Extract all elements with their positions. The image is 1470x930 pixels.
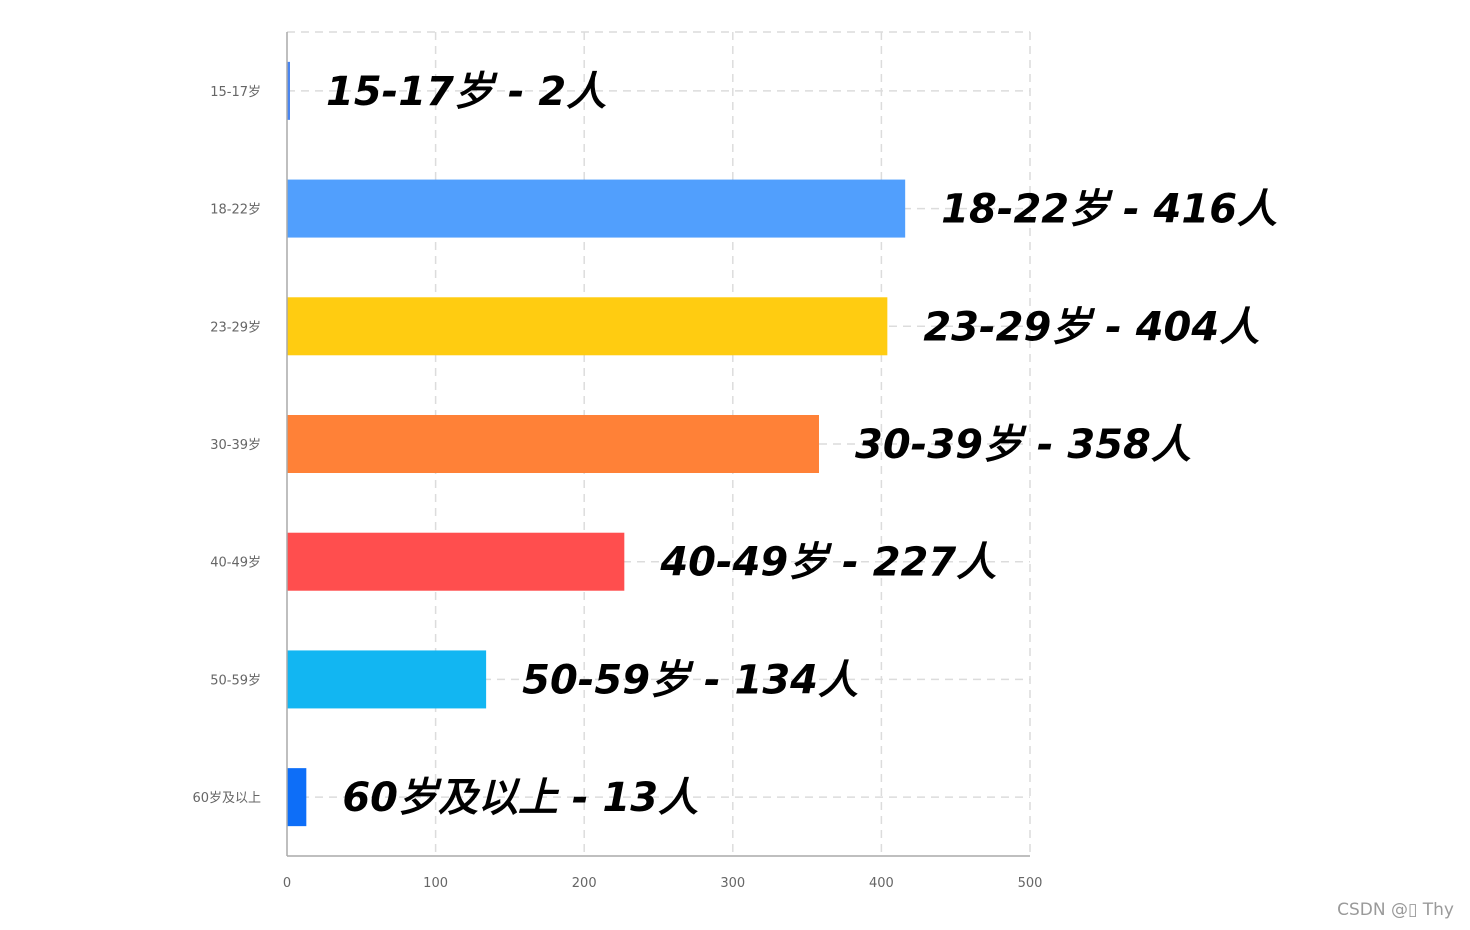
bar-30-39岁: [287, 415, 819, 473]
category-label-40-49岁: 40-49岁: [210, 556, 261, 571]
category-label-30-39岁: 30-39岁: [210, 438, 261, 453]
bar-40-49岁: [287, 532, 625, 591]
data-label-40-49岁: 40-49岁 - 227人: [659, 540, 996, 586]
bar-50-59岁: [287, 650, 487, 709]
bar-23-29岁: [287, 297, 888, 356]
data-label-15-17岁: 15-17岁 - 2人: [326, 69, 606, 115]
x-tick-labels: 0 100 200 300 400 500: [283, 876, 1043, 891]
x-tick-label-300: 300: [720, 876, 745, 891]
axes: [286, 32, 1030, 857]
category-label-18-22岁: 18-22岁: [210, 203, 261, 218]
x-tick-label-100: 100: [423, 876, 448, 891]
x-tick-label-0: 0: [283, 876, 291, 891]
data-label-60岁及以上: 60岁及以上 - 13人: [342, 775, 698, 821]
data-label-50-59岁: 50-59岁 - 134人: [522, 657, 858, 703]
watermark: CSDN @▯ Thy: [1337, 900, 1454, 920]
x-tick-label-200: 200: [572, 876, 597, 891]
data-label-18-22岁: 18-22岁 - 416人: [941, 187, 1277, 233]
data-label-23-29岁: 23-29岁 - 404人: [923, 304, 1259, 350]
bars: [287, 61, 906, 827]
category-label-60岁及以上: 60岁及以上: [192, 791, 261, 806]
x-tick-label-500: 500: [1018, 876, 1043, 891]
category-labels: 15-17岁 18-22岁 23-29岁 30-39岁 40-49岁 50-59岁 60岁及…: [192, 85, 261, 806]
category-label-50-59岁: 50-59岁: [210, 673, 261, 688]
data-label-30-39岁: 30-39岁 - 358人: [855, 422, 1191, 468]
x-tick-label-400: 400: [869, 876, 894, 891]
category-label-23-29岁: 23-29岁: [210, 320, 261, 335]
category-label-15-17岁: 15-17岁: [210, 85, 261, 100]
data-labels: 15-17岁 - 2人 18-22岁 - 416人 23-29岁 - 404人 30-…: [326, 69, 1277, 821]
bar-60岁及以上: [287, 768, 307, 827]
bar-15-17岁: [287, 61, 290, 120]
bar-18-22岁: [287, 179, 906, 238]
